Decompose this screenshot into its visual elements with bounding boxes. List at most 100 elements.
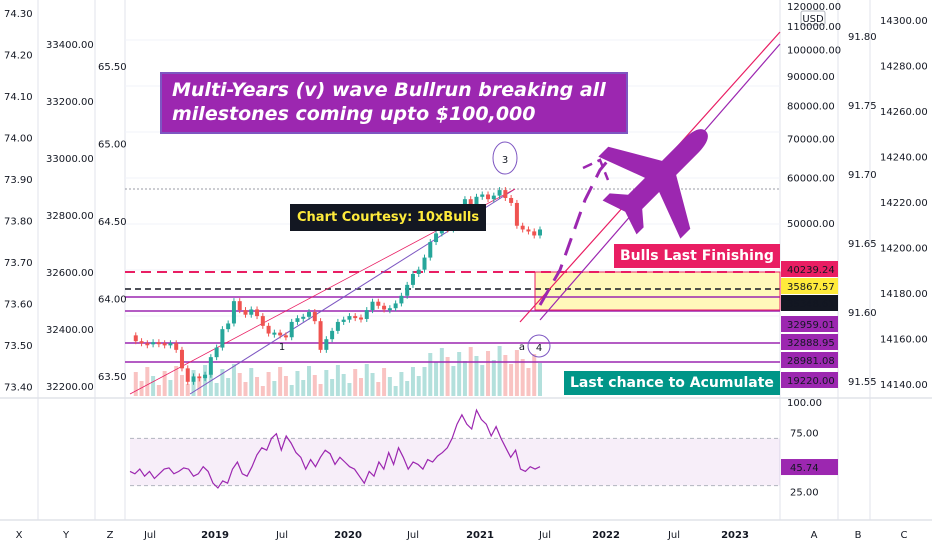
volume-bar [370, 373, 375, 396]
volume-bar [220, 369, 225, 396]
volume-bar [445, 357, 450, 396]
volume-bar [341, 374, 346, 396]
candle-body [520, 225, 525, 230]
volume-bar [197, 379, 202, 396]
axis-letter: B [855, 530, 862, 541]
right-axis-2-tick: 91.70 [848, 170, 877, 181]
right-axis-3-tick: 14160.00 [880, 335, 928, 346]
candle-body [243, 310, 248, 315]
left-axis-1-tick: 73.70 [4, 258, 33, 269]
price-badge-label: 19220.00 [787, 376, 835, 387]
bulls-finishing-line-label: Bulls Last Finishing Line [614, 244, 780, 268]
candle-body [220, 329, 225, 348]
volume-bar [249, 368, 254, 396]
candle-body [497, 190, 502, 196]
volume-bar [486, 351, 491, 396]
price-badge-label: 28981.08 [787, 356, 835, 367]
candle-body [468, 199, 473, 206]
volume-bar [156, 385, 161, 396]
volume-bar [260, 386, 265, 396]
volume-bar [162, 371, 167, 396]
candle-body [203, 374, 208, 379]
volume-bar [532, 354, 537, 396]
right-axis-3-tick: 14140.00 [880, 380, 928, 391]
candle-body [353, 316, 358, 319]
left-axis-1-tick: 73.50 [4, 341, 33, 352]
volume-bar [226, 378, 231, 396]
volume-bar [405, 381, 410, 396]
candle-body [255, 309, 260, 317]
right-axis-2-tick: 91.55 [848, 377, 877, 388]
wave-a-label: a [519, 342, 525, 353]
volume-bar [301, 380, 306, 396]
volume-bar [330, 379, 335, 396]
volume-bar [509, 364, 514, 396]
volume-bar [318, 384, 323, 396]
candle-body [278, 332, 283, 336]
accumulation-zone [535, 272, 780, 310]
candle-body [399, 295, 404, 304]
volume-bar [428, 353, 433, 396]
candle-body [503, 190, 508, 198]
candle-body [272, 332, 277, 335]
candle-body [145, 343, 150, 346]
volume-bar [410, 367, 415, 396]
left-axis-2-tick: 32200.00 [46, 382, 94, 393]
price-badge [781, 352, 838, 368]
rsi-band [130, 438, 780, 486]
left-axis-3-tick: 65.00 [98, 140, 127, 151]
volume-bar [538, 363, 542, 396]
candle-body [266, 325, 271, 334]
rsi-tick: 100.00 [787, 398, 822, 409]
candle-body [174, 343, 179, 350]
candle-body [376, 301, 381, 306]
price-badge [781, 334, 838, 350]
candle-body [462, 199, 467, 209]
main-axis-tick: 90000.00 [787, 72, 835, 83]
wave-4-circle [527, 334, 551, 358]
volume-bar [214, 383, 219, 396]
right-axis-3-tick: 14280.00 [880, 62, 928, 73]
axis-letter: Z [107, 530, 114, 541]
candle-body [428, 242, 433, 258]
candle-body [191, 376, 196, 382]
volume-bar [278, 367, 283, 396]
candle-body [231, 301, 236, 324]
candle-body [335, 321, 340, 331]
volume-bar [491, 360, 496, 396]
right-axis-3-tick: 14300.00 [880, 16, 928, 27]
left-axis-2-tick: 32600.00 [46, 268, 94, 279]
rsi-tick: 25.00 [790, 488, 819, 499]
left-axis-1-tick: 74.00 [4, 134, 33, 145]
axes: Jul 2019 Jul 2020 Jul 2021 Jul 2022 Jul 2023 X Y Z A B… [4, 2, 928, 541]
volume-bar [335, 365, 340, 396]
volume-bar [358, 378, 363, 396]
volume-bar [434, 362, 439, 396]
left-axis-3-tick: 64.50 [98, 217, 127, 228]
candle-body [387, 308, 392, 311]
volume-bar [307, 366, 312, 396]
main-axis-tick: 120000.00 [787, 2, 841, 13]
price-badge [781, 372, 838, 388]
candle-body [382, 305, 387, 310]
candle-body [301, 316, 306, 319]
volume-bar [468, 347, 473, 396]
price-badge-label: 32959.01 [787, 320, 835, 331]
left-axis-2-tick: 33200.00 [46, 97, 94, 108]
volume-bar [387, 377, 392, 396]
wave-3-label: 3 [502, 155, 508, 166]
volume-bar [208, 374, 213, 396]
volume-bar [393, 386, 398, 396]
left-axis-1-tick: 73.40 [4, 383, 33, 394]
x-tick-label: 2019 [201, 530, 229, 541]
x-tick-label: Jul [143, 530, 156, 541]
x-tick-label: Jul [406, 530, 419, 541]
volume-bar [324, 370, 329, 396]
volume-bar [416, 376, 421, 396]
left-axis-3-tick: 65.50 [98, 62, 127, 73]
volume-bar [520, 359, 525, 396]
candle-body [474, 196, 479, 206]
volume-bar [139, 381, 144, 396]
candle-body [156, 342, 161, 345]
